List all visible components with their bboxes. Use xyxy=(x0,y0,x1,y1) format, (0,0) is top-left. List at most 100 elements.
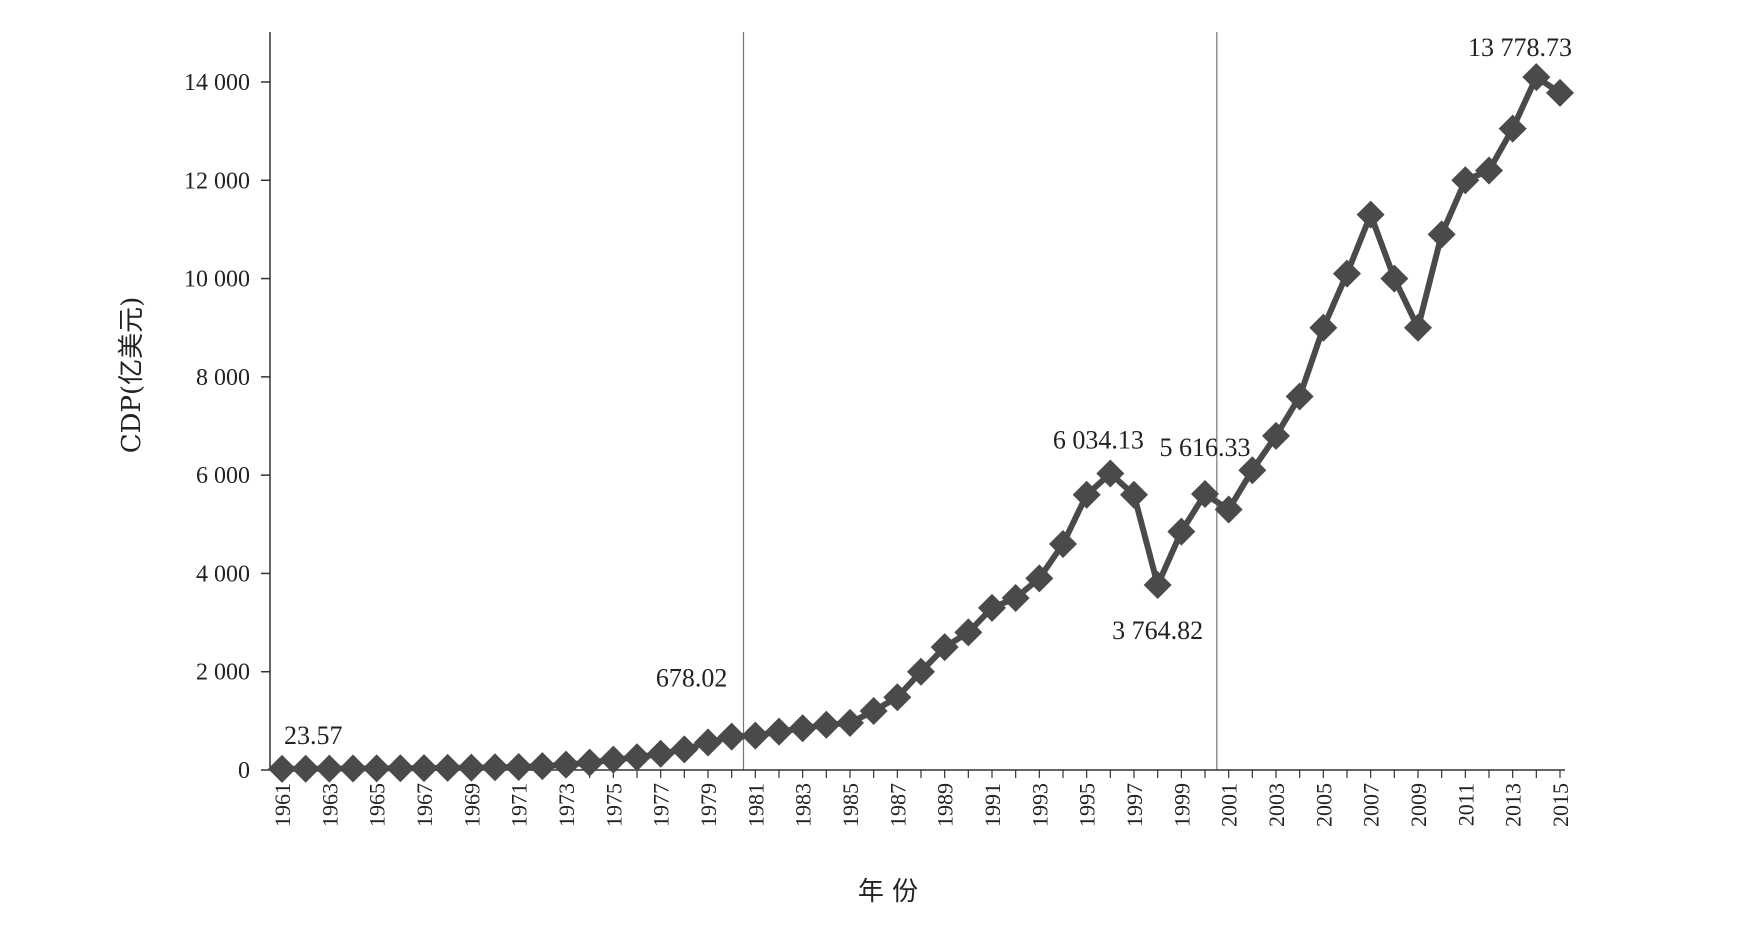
data-point-marker xyxy=(268,754,296,783)
x-tick-label: 1991 xyxy=(980,783,1005,827)
x-tick-label: 2013 xyxy=(1501,783,1526,827)
data-label: 13 778.73 xyxy=(1468,33,1572,62)
data-point-marker xyxy=(1049,529,1077,558)
data-point-marker xyxy=(978,593,1006,622)
y-tick-label: 0 xyxy=(238,758,250,784)
x-tick-label: 1977 xyxy=(649,783,674,827)
data-point-marker xyxy=(930,633,959,662)
x-tick-label: 1985 xyxy=(838,783,863,827)
x-tick-label: 2001 xyxy=(1217,783,1242,827)
y-tick-label: 4 000 xyxy=(196,561,250,587)
data-point-marker xyxy=(954,618,983,647)
x-tick-label: 1979 xyxy=(696,783,721,827)
data-point-marker xyxy=(575,748,604,777)
data-point-marker xyxy=(1498,114,1527,143)
data-point-marker xyxy=(741,721,770,750)
data-point-marker xyxy=(1096,459,1125,488)
x-tick-label: 2003 xyxy=(1264,783,1289,827)
x-tick-label: 1981 xyxy=(743,783,768,827)
y-axis-label: CDP(亿美元) xyxy=(117,297,147,454)
x-tick-label: 1983 xyxy=(791,783,816,827)
data-point-marker xyxy=(765,717,793,746)
x-tick-label: 1961 xyxy=(270,783,295,827)
data-point-marker xyxy=(694,728,722,757)
data-point-marker xyxy=(1380,264,1409,293)
data-label: 5 616.33 xyxy=(1160,433,1251,462)
markers-group xyxy=(268,63,1574,783)
data-point-marker xyxy=(1427,220,1456,249)
annotations-group: 23.57 678.02 6 034.13 5 616.33 3 764.82 13 77… xyxy=(284,33,1572,750)
x-tick-label: 2005 xyxy=(1311,783,1336,827)
data-point-marker xyxy=(410,754,438,783)
data-label: 6 034.13 xyxy=(1053,425,1144,454)
data-point-marker xyxy=(315,754,344,783)
x-tick-label: 2015 xyxy=(1548,783,1573,827)
data-point-marker xyxy=(670,735,699,764)
data-point-marker xyxy=(291,754,320,783)
data-point-marker xyxy=(812,710,841,739)
y-tick-label: 8 000 xyxy=(196,365,250,391)
x-tick-label: 1969 xyxy=(459,783,484,827)
data-point-marker xyxy=(1356,200,1385,229)
data-point-marker xyxy=(1001,584,1030,612)
data-point-marker xyxy=(1309,313,1338,342)
x-tick-label: 1965 xyxy=(365,783,390,827)
data-point-marker xyxy=(599,745,628,774)
data-point-marker xyxy=(1120,480,1148,509)
data-point-marker xyxy=(1214,495,1243,524)
data-point-marker xyxy=(1475,156,1503,185)
data-point-marker xyxy=(623,743,651,772)
data-point-marker xyxy=(1451,166,1480,195)
data-point-marker xyxy=(457,753,486,782)
data-point-marker xyxy=(528,752,557,781)
data-point-marker xyxy=(788,714,817,743)
data-point-marker xyxy=(907,657,935,686)
data-label: 678.02 xyxy=(656,664,728,693)
y-tick-label: 2 000 xyxy=(196,660,250,686)
x-tick-label: 2011 xyxy=(1453,783,1478,826)
axes xyxy=(269,32,1565,771)
data-point-marker xyxy=(481,753,509,782)
x-ticks: 1961 1963 1965 1967 1969 1971 1973 1975 1977 1979… xyxy=(270,770,1573,827)
data-point-marker xyxy=(1285,382,1314,411)
data-point-marker xyxy=(433,753,462,782)
data-point-marker xyxy=(1546,78,1574,107)
y-tick-label: 14 000 xyxy=(184,70,250,96)
data-label: 3 764.82 xyxy=(1112,616,1203,645)
data-point-marker xyxy=(717,722,746,751)
x-tick-label: 1963 xyxy=(317,783,342,827)
data-point-marker xyxy=(1167,517,1196,546)
x-tick-label: 1971 xyxy=(507,783,532,827)
data-point-marker xyxy=(646,739,675,768)
x-tick-label: 1987 xyxy=(885,783,910,827)
data-point-marker xyxy=(504,752,533,781)
data-point-marker xyxy=(1191,479,1219,508)
data-point-marker xyxy=(1072,480,1101,509)
y-tick-label: 6 000 xyxy=(196,463,250,489)
data-point-marker xyxy=(1143,570,1172,599)
y-tick-label: 12 000 xyxy=(184,168,250,194)
x-tick-label: 2009 xyxy=(1406,783,1431,827)
x-tick-label: 1995 xyxy=(1075,783,1100,827)
x-tick-label: 1989 xyxy=(933,783,958,827)
data-point-marker xyxy=(339,754,367,783)
y-ticks: 0 2 000 4 000 6 000 8 000 10 000 12 000 14 000 xyxy=(184,70,270,784)
data-point-marker xyxy=(836,708,864,737)
x-tick-label: 1973 xyxy=(554,783,579,827)
x-axis-label: 年 份 xyxy=(858,877,918,907)
data-point-marker xyxy=(1025,564,1054,593)
data-point-marker xyxy=(1333,259,1361,288)
x-tick-label: 1993 xyxy=(1027,783,1052,827)
x-tick-label: 1999 xyxy=(1169,783,1194,827)
data-point-marker xyxy=(1238,456,1267,485)
data-point-marker xyxy=(883,683,912,712)
data-point-marker xyxy=(552,750,580,779)
data-point-marker xyxy=(1404,313,1432,342)
reference-lines xyxy=(742,32,1218,770)
data-point-marker xyxy=(859,697,888,726)
data-point-marker xyxy=(1262,421,1290,450)
data-point-marker xyxy=(1522,63,1551,92)
x-tick-label: 1967 xyxy=(412,783,437,827)
